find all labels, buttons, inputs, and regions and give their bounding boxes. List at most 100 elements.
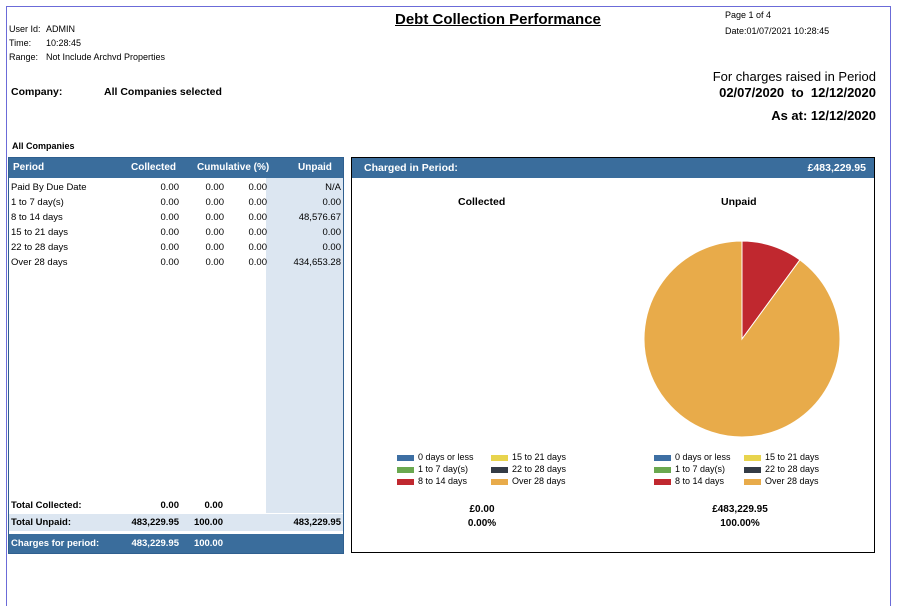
legend-item: 22 to 28 days — [491, 464, 566, 474]
legend-swatch — [744, 454, 761, 461]
period-from: 02/07/2020 — [719, 85, 785, 100]
legend-swatch — [654, 466, 671, 473]
row-unpaid: 0.00 — [322, 242, 342, 253]
period-to-word: to — [791, 85, 804, 100]
report-date: Date:01/07/2021 10:28:45 — [725, 26, 830, 36]
header-period: Period — [13, 162, 45, 173]
collected-amount: £0.00 — [469, 504, 495, 515]
legend-item: 22 to 28 days — [744, 464, 819, 474]
row-cumulative: 0.00 — [248, 227, 268, 238]
charged-in-period-label: Charged in Period: — [364, 162, 458, 174]
header-cumulative: Cumulative (%) — [197, 162, 270, 173]
charts-header: Charged in Period: £483,229.95 — [352, 158, 874, 178]
pie-slice-over-28-days — [643, 240, 841, 438]
row-collected: 0.00 — [160, 212, 180, 223]
total-unpaid-value: 483,229.95 — [293, 517, 341, 528]
legend-item: 8 to 14 days — [397, 476, 467, 486]
row-cumulative: 0.00 — [248, 197, 268, 208]
row-cumulative: 0.00 — [248, 212, 268, 223]
legend-label: 0 days or less — [675, 452, 731, 462]
row-cumulative: 0.00 — [248, 242, 268, 253]
total-collected-label: Total Collected: — [11, 500, 82, 511]
row-cumulative: 0.00 — [205, 227, 225, 238]
table-row: 22 to 28 days 0.00 0.00 0.00 0.00 — [9, 242, 343, 257]
legend-swatch — [654, 454, 671, 461]
collected-chart-title: Collected — [458, 196, 506, 208]
range-label: Range: — [9, 52, 39, 62]
legend-item: 1 to 7 day(s) — [397, 464, 468, 474]
row-collected: 0.00 — [160, 182, 180, 193]
row-cumulative: 0.00 — [205, 257, 225, 268]
legend-label: 8 to 14 days — [418, 476, 468, 486]
total-collected-value: 0.00 — [160, 500, 180, 511]
unpaid-percent: 100.00% — [720, 518, 760, 529]
legend-swatch — [744, 478, 761, 485]
charges-cum: 100.00 — [193, 538, 223, 549]
row-cumulative: 0.00 — [205, 182, 225, 193]
row-unpaid: 0.00 — [322, 227, 342, 238]
legend-label: 8 to 14 days — [675, 476, 725, 486]
row-cumulative: 0.00 — [205, 242, 225, 253]
row-unpaid: N/A — [325, 182, 341, 193]
total-unpaid-cum: 100.00 — [193, 517, 223, 528]
charges-for-period-row: Charges for period: 483,229.95 100.00 — [9, 534, 343, 553]
row-period: 1 to 7 day(s) — [11, 197, 64, 208]
legend-label: 0 days or less — [418, 452, 474, 462]
table-row: 1 to 7 day(s) 0.00 0.00 0.00 0.00 — [9, 197, 343, 212]
legend-swatch — [744, 466, 761, 473]
legend-label: Over 28 days — [765, 476, 819, 486]
unpaid-column-bg — [266, 178, 343, 513]
report-title: Debt Collection Performance — [395, 11, 601, 28]
company-value: All Companies selected — [104, 86, 222, 98]
period-to: 12/12/2020 — [810, 85, 876, 100]
total-collected-cum: 0.00 — [204, 500, 224, 511]
legend-item: 15 to 21 days — [744, 452, 819, 462]
time-label: Time: — [9, 38, 32, 48]
table-row: 15 to 21 days 0.00 0.00 0.00 0.00 — [9, 227, 343, 242]
row-unpaid: 0.00 — [322, 197, 342, 208]
table-row: Over 28 days 0.00 0.00 0.00 434,653.28 — [9, 257, 343, 272]
legend-item: Over 28 days — [491, 476, 566, 486]
row-collected: 0.00 — [160, 227, 180, 238]
legend-label: 15 to 21 days — [765, 452, 820, 462]
legend-label: 15 to 21 days — [512, 452, 567, 462]
row-collected: 0.00 — [160, 257, 180, 268]
company-label: Company: — [11, 86, 63, 98]
legend-item: 8 to 14 days — [654, 476, 724, 486]
table-header: Period Collected Cumulative (%) Unpaid — [9, 158, 343, 178]
row-cumulative: 0.00 — [248, 257, 268, 268]
period-dates: 02/07/2020 to 12/12/2020 — [719, 85, 876, 100]
row-unpaid: 434,653.28 — [293, 257, 341, 268]
total-unpaid-collected: 483,229.95 — [131, 517, 179, 528]
header-unpaid: Unpaid — [298, 162, 332, 173]
legend-label: 22 to 28 days — [765, 464, 820, 474]
row-collected: 0.00 — [160, 197, 180, 208]
unpaid-chart-title: Unpaid — [721, 196, 757, 208]
legend-swatch — [491, 454, 508, 461]
row-cumulative: 0.00 — [205, 212, 225, 223]
charges-label: Charges for period: — [11, 538, 100, 549]
table-row: 8 to 14 days 0.00 0.00 0.00 48,576.67 — [9, 212, 343, 227]
legend-swatch — [491, 478, 508, 485]
page-number: Page 1 of 4 — [725, 10, 772, 20]
range-value: Not Include Archvd Properties — [46, 52, 166, 62]
legend-item: 15 to 21 days — [491, 452, 566, 462]
legend-label: 1 to 7 day(s) — [675, 464, 726, 474]
legend-label: Over 28 days — [512, 476, 566, 486]
user-id-value: ADMIN — [46, 24, 75, 34]
total-collected-row: Total Collected: 0.00 0.00 — [9, 500, 343, 514]
total-unpaid-label: Total Unpaid: — [11, 517, 71, 528]
user-id-label: User Id: — [9, 24, 41, 34]
row-period: 8 to 14 days — [11, 212, 63, 223]
total-unpaid-row: Total Unpaid: 483,229.95 100.00 483,229.… — [9, 514, 343, 531]
legend-swatch — [491, 466, 508, 473]
row-cumulative: 0.00 — [248, 182, 268, 193]
collection-table: Period Collected Cumulative (%) Unpaid P… — [8, 157, 344, 554]
legend-item: 0 days or less — [397, 452, 474, 462]
row-cumulative: 0.00 — [205, 197, 225, 208]
report-frame — [6, 6, 891, 606]
section-title: All Companies — [12, 141, 75, 151]
legend-label: 1 to 7 day(s) — [418, 464, 469, 474]
row-collected: 0.00 — [160, 242, 180, 253]
row-period: Paid By Due Date — [11, 182, 87, 193]
